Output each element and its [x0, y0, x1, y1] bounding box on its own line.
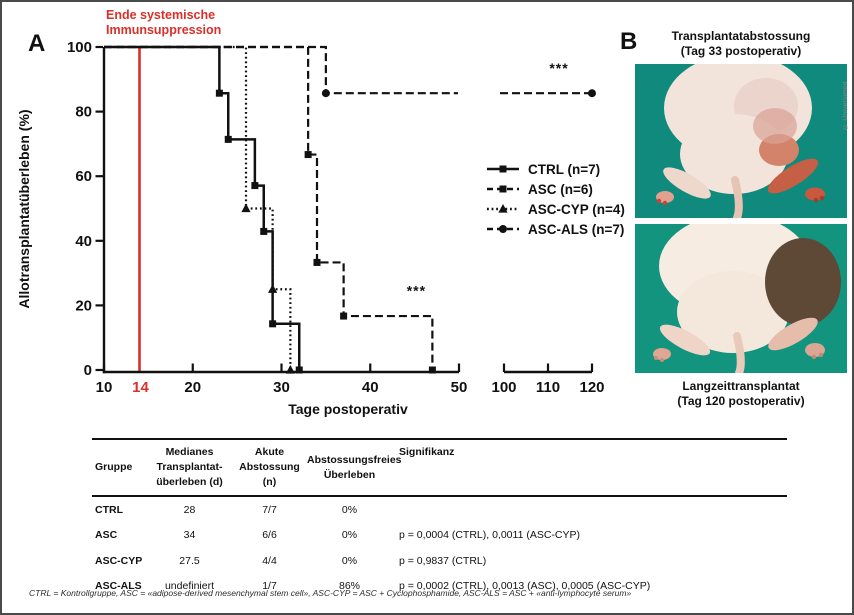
cell-gruppe: ASC-CYP	[95, 554, 143, 567]
x-tick-label-14-red: 14	[132, 379, 149, 396]
x-tick-label: 50	[451, 379, 468, 396]
legend-item-ASC-CYP: ASC-CYP (n=4)	[486, 201, 625, 217]
cell-gruppe: CTRL	[95, 503, 123, 516]
table-header-row: Gruppe Medianes Transplantat-überleben (d…	[92, 438, 787, 497]
photo2-caption-line2: (Tag 120 postoperativ)	[677, 394, 805, 408]
y-tick-label: 100	[67, 39, 92, 56]
x-tick-label: 10	[96, 379, 113, 396]
photo1-caption-line1: Transplantatabstossung	[671, 29, 811, 43]
column-header: Akute Abstossung (n)	[239, 446, 300, 488]
cell-akut: 6/6	[262, 529, 277, 542]
photo2-caption-line1: Langzeittransplantat	[682, 379, 800, 393]
square-marker-icon	[487, 165, 519, 173]
square-marker-icon	[487, 185, 519, 193]
immunosuppression-annotation: Ende systemische Immunsuppression	[106, 8, 221, 38]
column-header: Abstossungsfreies Überleben	[307, 453, 402, 481]
circle-marker-icon	[487, 225, 519, 233]
x-axis-title: Tage postoperativ	[288, 401, 408, 417]
panel-b-label: B	[620, 28, 638, 55]
left-hindlimb	[659, 324, 711, 356]
column-header: Medianes Transplantat-überleben (d)	[156, 446, 223, 488]
dark-fur-graft-patch	[765, 238, 841, 326]
photo1-caption-line2: (Tag 33 postoperativ)	[680, 44, 802, 58]
annotation-line1: Ende systemische	[106, 8, 216, 22]
x-tick-label: 40	[362, 379, 379, 396]
cell-signifikanz: p = 0,9837 (CTRL)	[399, 554, 487, 567]
chart-legend: CTRL (n=7) ASC (n=6) ASC-CYP (n=4) ASC-ALS …	[486, 161, 625, 237]
y-tick-label: 60	[75, 168, 92, 185]
survival-curve-ASC-ALS	[104, 45, 596, 98]
rejected-hindlimb	[767, 158, 819, 194]
significance-stars: ***	[549, 60, 568, 76]
cell-frei: 0%	[341, 554, 358, 567]
table-row-ASC: ASC 34 6/6 0% p = 0,0004 (CTRL), 0,0011 (ASC…	[92, 523, 787, 549]
legend-item-ASC: ASC (n=6)	[486, 181, 625, 197]
survival-curve-CTRL	[104, 45, 303, 374]
x-tick-label: 110	[536, 379, 560, 396]
cell-akut: 1/7	[262, 580, 277, 593]
cell-frei: 0%	[341, 529, 358, 542]
table-row-ASC-CYP: ASC-CYP 27.5 4/4 0% p = 0,9837 (CTRL)	[92, 548, 787, 574]
column-header: Signifikanz	[399, 446, 455, 458]
cell-gruppe: ASC-ALS	[95, 580, 142, 593]
legend-item-ASC-ALS: ASC-ALS (n=7)	[486, 221, 625, 237]
survival-curve-ASC	[104, 45, 436, 374]
y-tick-label: 80	[75, 104, 92, 121]
triangle-marker-icon	[487, 204, 519, 213]
table-row-ASC-ALS: ASC-ALS undefiniert 1/7 86% p = 0,0002 (CTRL…	[92, 574, 787, 600]
legend-label: CTRL (n=7)	[528, 161, 601, 177]
y-tick-label: 20	[75, 297, 92, 314]
legend-label: ASC-ALS (n=7)	[528, 221, 625, 237]
legend-item-CTRL: CTRL (n=7)	[486, 161, 625, 177]
table-footnote: CTRL = Kontrollgruppe, ASC = «adipose-de…	[29, 588, 632, 598]
significance-stars: ***	[407, 283, 426, 299]
y-tick-label: 0	[84, 362, 92, 379]
cell-akut: 4/4	[262, 554, 277, 567]
cell-median: 34	[183, 529, 196, 542]
table-row-CTRL: CTRL 28 7/7 0%	[92, 497, 787, 523]
grafted-hindlimb	[768, 317, 818, 351]
copyright-credit: © Universimed	[842, 81, 849, 130]
cell-gruppe: ASC	[95, 529, 118, 542]
legend-label: ASC-CYP (n=4)	[528, 201, 625, 217]
cell-median: 27.5	[179, 554, 200, 567]
annotation-line2: Immunsuppression	[106, 23, 222, 37]
cell-signifikanz: p = 0,0004 (CTRL), 0,0011 (ASC-CYP)	[399, 529, 581, 542]
column-header: Gruppe	[95, 461, 133, 473]
photo2-caption: Langzeittransplantat (Tag 120 postoperat…	[635, 379, 847, 409]
survival-curve-ASC-CYP	[104, 45, 295, 374]
x-tick-label: 20	[184, 379, 201, 396]
transplant-rejection-photo	[635, 64, 847, 218]
km-chart: 14 10 20 30 40 50 100 110 120 0 20 40 60 80 100 *** ***	[67, 39, 605, 396]
y-axis-title: Allotransplantatüberleben (%)	[16, 109, 32, 309]
cell-signifikanz: p = 0,0002 (CTRL), 0,0013 (ASC), 0,0005 …	[399, 580, 651, 593]
cell-median: undefiniert	[164, 580, 215, 593]
legend-label: ASC (n=6)	[528, 181, 593, 197]
left-hindlimb	[663, 167, 711, 199]
x-tick-label: 30	[273, 379, 290, 396]
panel-a-label: A	[28, 30, 46, 57]
cell-akut: 7/7	[262, 503, 277, 516]
x-tick-label: 120	[579, 379, 604, 396]
cell-frei: 86%	[338, 580, 360, 593]
x-tick-label: 100	[491, 379, 516, 396]
cell-median: 28	[183, 503, 196, 516]
results-table: Gruppe Medianes Transplantat-überleben (d…	[92, 438, 787, 599]
cell-frei: 0%	[341, 503, 358, 516]
photo1-caption: Transplantatabstossung (Tag 33 postopera…	[635, 29, 847, 59]
long-term-graft-photo	[635, 224, 847, 373]
y-tick-label: 40	[75, 233, 92, 250]
